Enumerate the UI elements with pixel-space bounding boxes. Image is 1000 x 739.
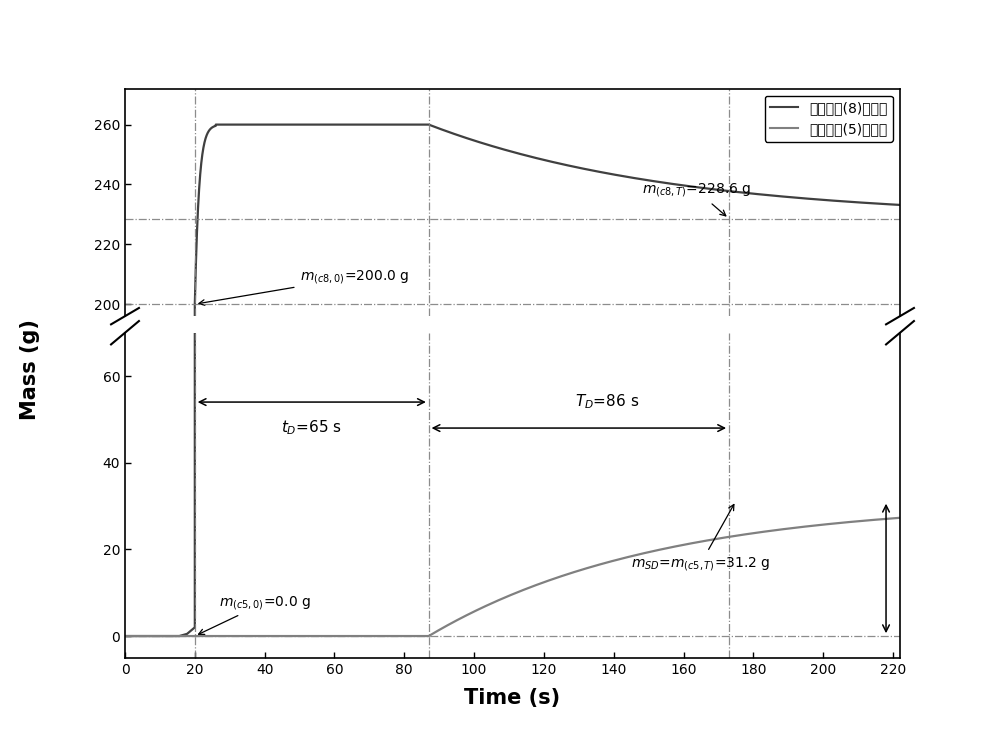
Text: $T_D$=86 s: $T_D$=86 s <box>575 392 639 411</box>
X-axis label: Time (s): Time (s) <box>464 688 561 708</box>
Text: $m_{(c8, 0)}$=200.0 g: $m_{(c8, 0)}$=200.0 g <box>199 268 409 305</box>
Legend: 电子天平(8)的读数, 电子天平(5)的读数: 电子天平(8)的读数, 电子天平(5)的读数 <box>765 95 893 142</box>
Text: $m_{(c5, 0)}$=0.0 g: $m_{(c5, 0)}$=0.0 g <box>199 593 311 634</box>
Text: $m_{SD}$=$m_{(c5, T)}$=31.2 g: $m_{SD}$=$m_{(c5, T)}$=31.2 g <box>631 505 770 573</box>
Text: $m_{(c8, T)}$=228.6 g: $m_{(c8, T)}$=228.6 g <box>642 181 751 216</box>
Text: Mass (g): Mass (g) <box>20 319 40 420</box>
Text: $t_D$=65 s: $t_D$=65 s <box>281 418 342 437</box>
